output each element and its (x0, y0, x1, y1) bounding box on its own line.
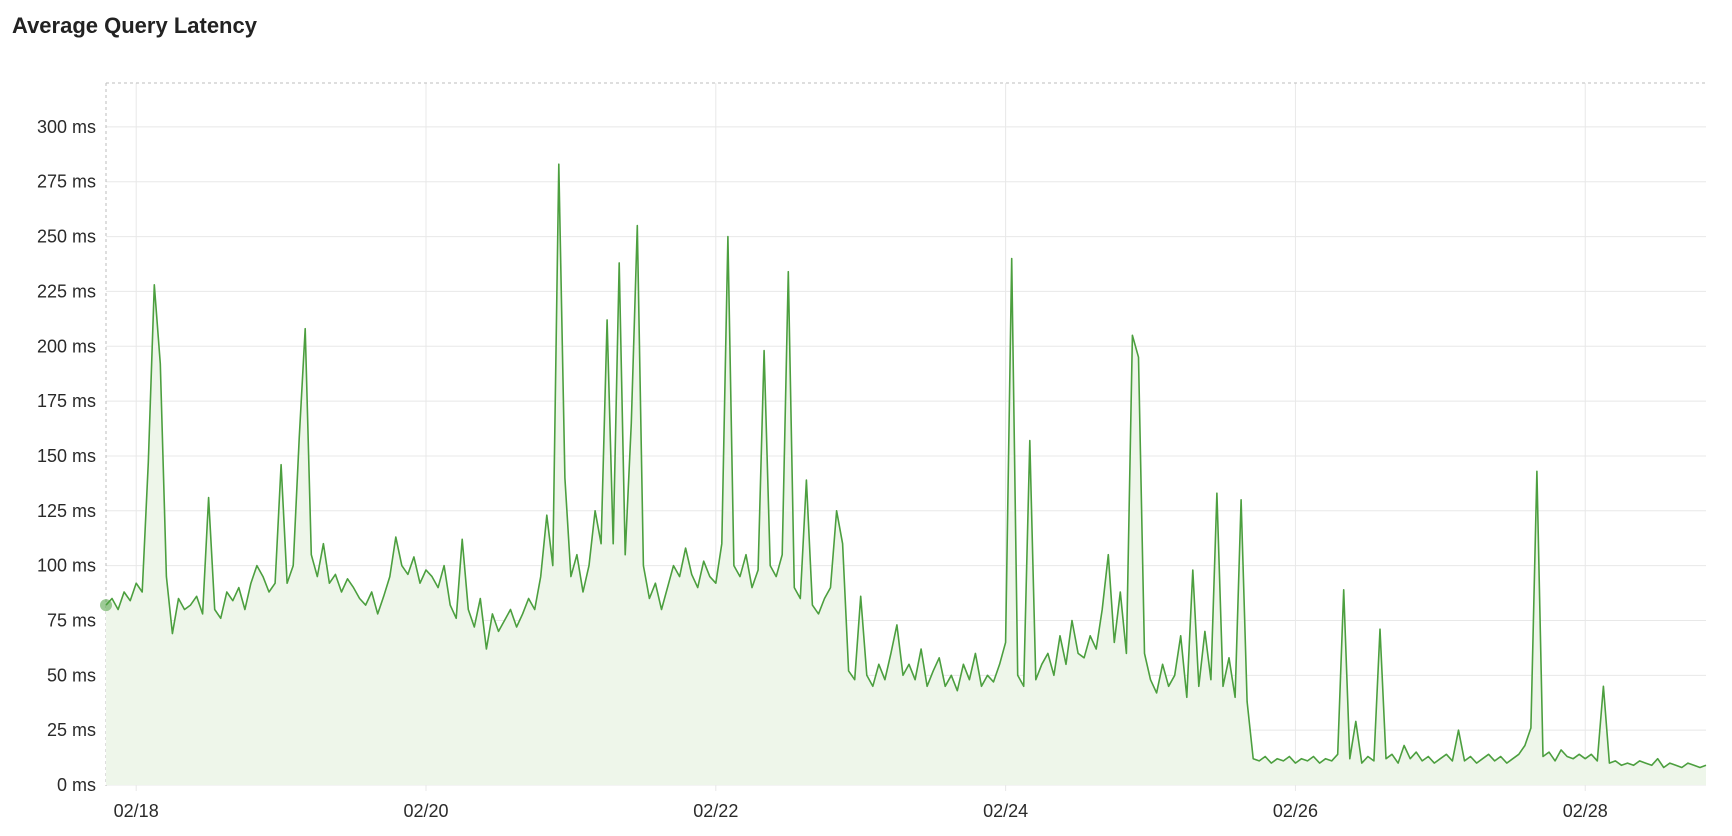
y-tick-label: 100 ms (37, 556, 96, 576)
x-axis-ticks: 02/18 02/20 02/22 02/24 02/26 02/28 (114, 801, 1608, 821)
y-tick-label: 125 ms (37, 501, 96, 521)
y-tick-label: 50 ms (47, 665, 96, 685)
y-tick-label: 75 ms (47, 610, 96, 630)
y-tick-label: 175 ms (37, 391, 96, 411)
y-tick-label: 150 ms (37, 446, 96, 466)
y-tick-label: 300 ms (37, 117, 96, 137)
latency-area-fill (106, 164, 1706, 785)
x-tick-label: 02/24 (983, 801, 1028, 821)
x-tick-label: 02/18 (114, 801, 159, 821)
y-tick-label: 0 ms (57, 775, 96, 795)
series-start-marker (100, 599, 112, 612)
x-tick-label: 02/20 (403, 801, 448, 821)
chart-title: Average Query Latency (12, 13, 258, 38)
y-tick-label: 250 ms (37, 227, 96, 247)
x-tick-label: 02/22 (693, 801, 738, 821)
y-axis-ticks: 0 ms 25 ms 50 ms 75 ms 100 ms 125 ms 150 ms 175… (37, 117, 96, 795)
y-tick-label: 200 ms (37, 336, 96, 356)
x-tick-label: 02/28 (1563, 801, 1608, 821)
y-tick-label: 275 ms (37, 172, 96, 192)
y-tick-label: 225 ms (37, 281, 96, 301)
x-tick-label: 02/26 (1273, 801, 1318, 821)
latency-series-line (105, 163, 1707, 769)
y-tick-label: 25 ms (47, 720, 96, 740)
